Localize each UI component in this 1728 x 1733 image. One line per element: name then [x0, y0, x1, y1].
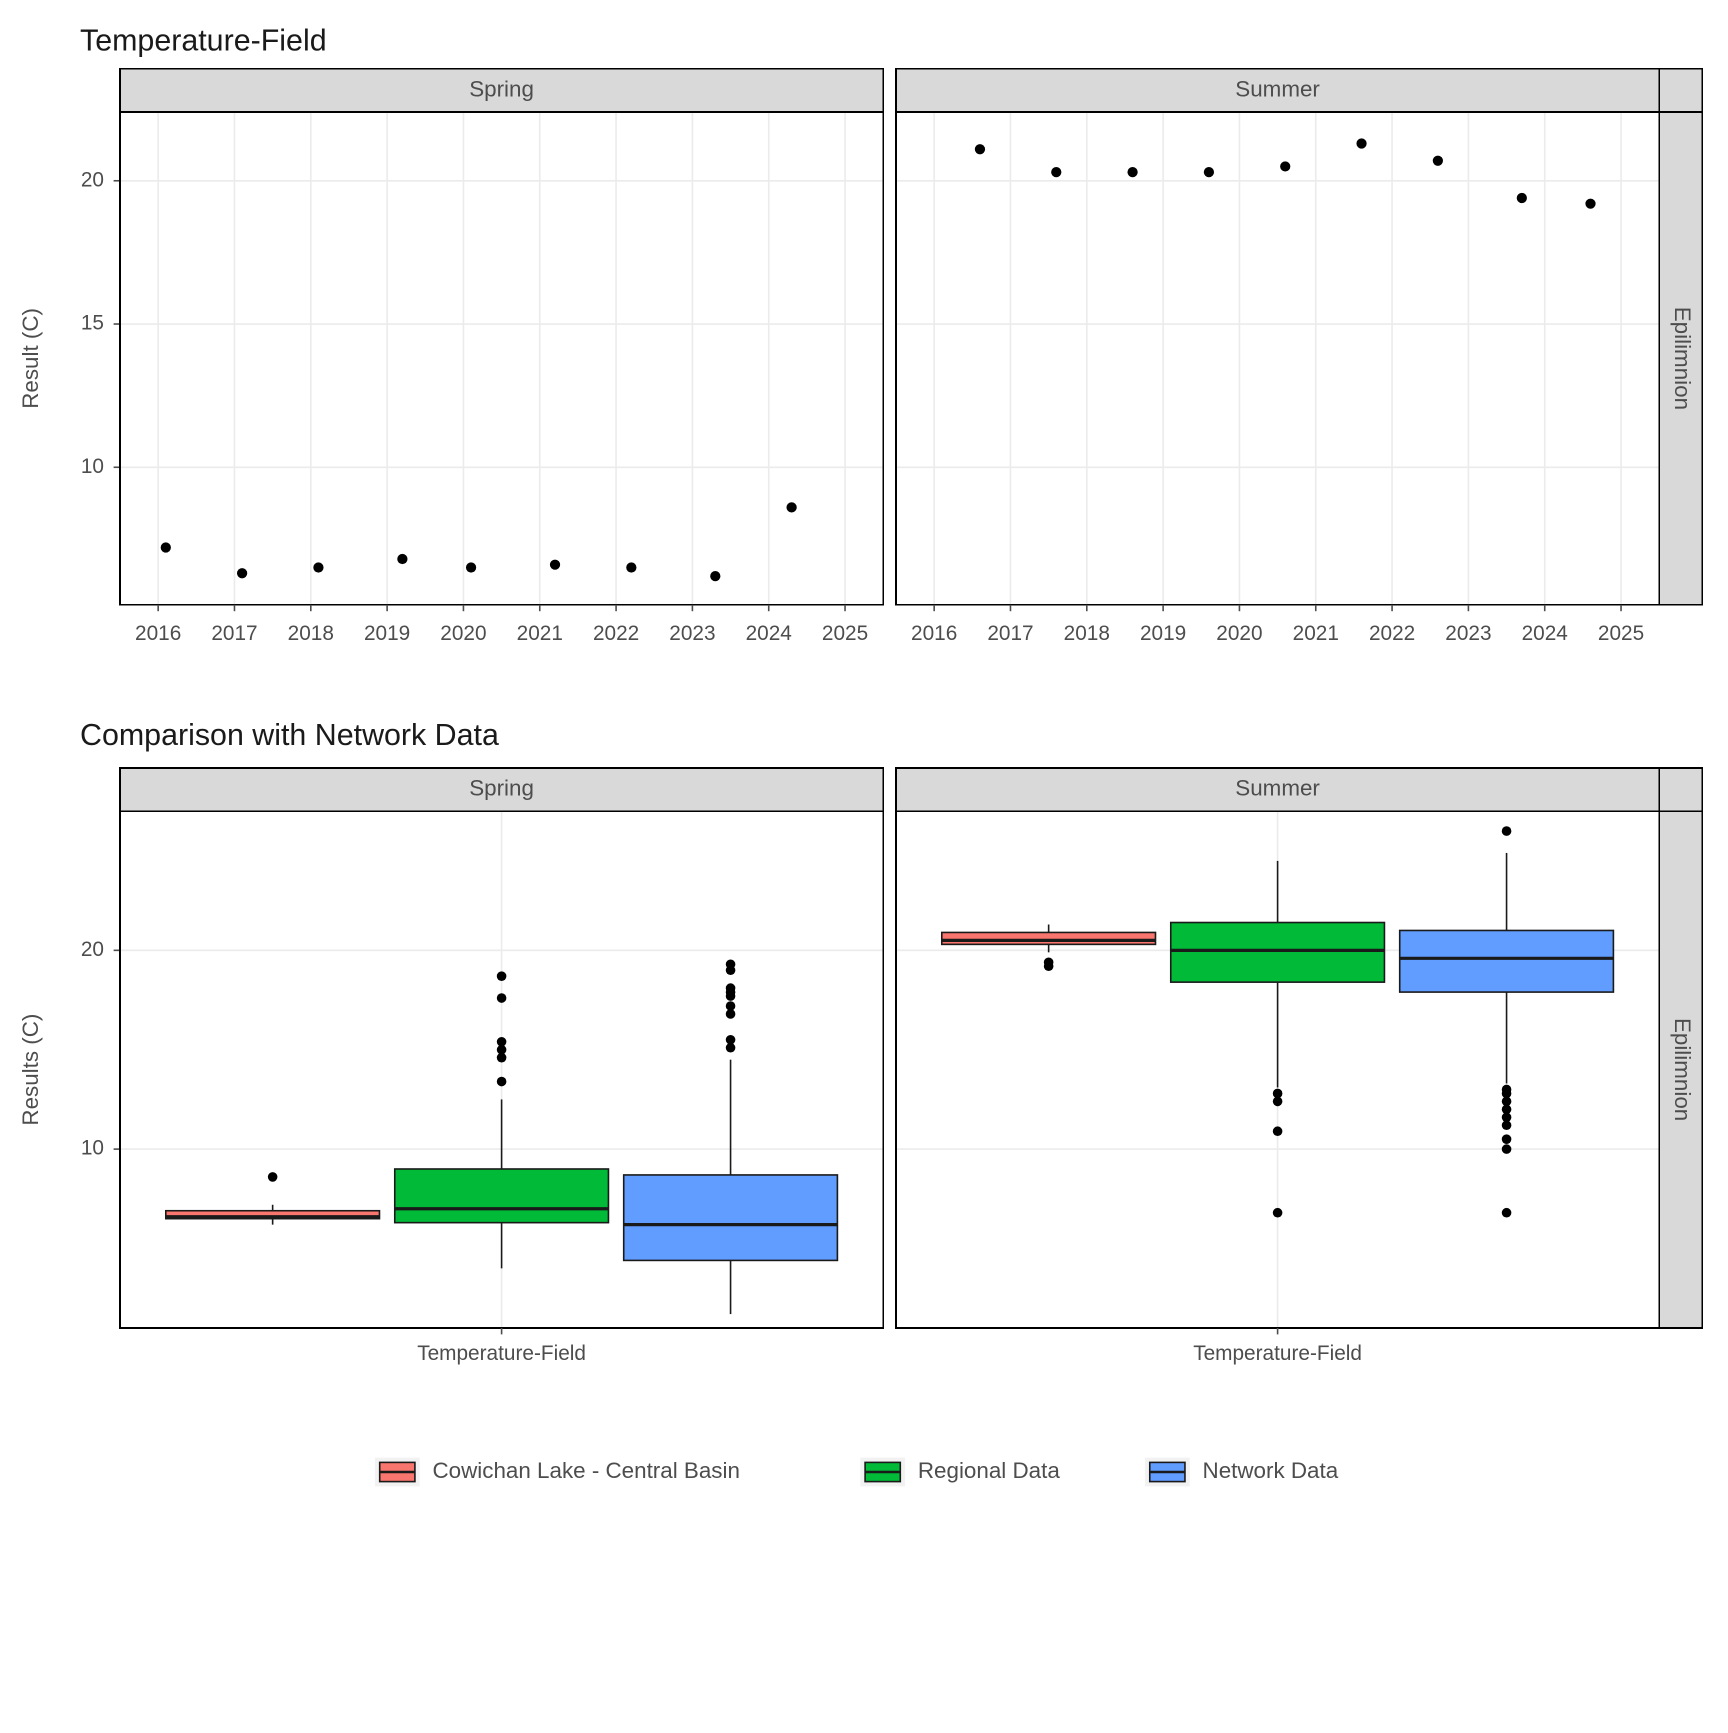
- scatter-point: [1433, 156, 1443, 166]
- bottom-y-tick-label: 20: [81, 938, 104, 961]
- scatter-point: [550, 560, 560, 570]
- box-outlier: [726, 1001, 736, 1011]
- top-y-tick-label: 15: [81, 312, 104, 335]
- scaled-root: Temperature-Field Result (C) 10 15 20 Spring 2…: [0, 0, 1728, 1728]
- box-outlier: [1502, 1208, 1512, 1218]
- scatter-point: [1204, 167, 1214, 177]
- top-y-tick-label: 10: [81, 455, 104, 478]
- top-x-tick-label: 2025: [1598, 622, 1644, 645]
- top-x-tick-label: 2021: [1293, 622, 1339, 645]
- top-x-tick-label: 2019: [1140, 622, 1186, 645]
- facet-strip-right-label: Epilimnion: [1670, 1018, 1695, 1121]
- facet-strip-corner: [1659, 768, 1702, 811]
- top-chart-title: Temperature-Field: [80, 23, 327, 57]
- top-chart: Temperature-Field Result (C) 10 15 20 Spring 2…: [18, 23, 1702, 645]
- box-outlier: [1273, 1089, 1283, 1099]
- legend-label: Network Data: [1203, 1458, 1339, 1483]
- top-y-axis-label: Result (C): [18, 308, 43, 409]
- scatter-point: [1127, 167, 1137, 177]
- top-x-tick-label: 2018: [288, 622, 334, 645]
- top-x-tick-label: 2023: [1445, 622, 1491, 645]
- facet-strip-top-label: Spring: [469, 76, 534, 101]
- scatter-point: [1051, 167, 1061, 177]
- box-outlier: [497, 971, 507, 981]
- box-outlier: [1273, 1126, 1283, 1136]
- box-outlier: [726, 1035, 736, 1045]
- box-outlier: [726, 959, 736, 969]
- box-body: [942, 932, 1156, 944]
- scatter-point: [786, 502, 796, 512]
- box-outlier: [726, 983, 736, 993]
- facet-strip-top-label: Summer: [1235, 776, 1320, 801]
- box-outlier: [497, 1037, 507, 1047]
- box-body: [624, 1175, 838, 1260]
- top-y-tick-label: 20: [81, 168, 104, 191]
- box-outlier: [1502, 1134, 1512, 1144]
- top-x-tick-label: 2017: [987, 622, 1033, 645]
- bottom-y-axis-label: Results (C): [18, 1014, 43, 1126]
- bottom-y-tick-label: 10: [81, 1137, 104, 1160]
- top-x-tick-label: 2023: [669, 622, 715, 645]
- bottom-x-tick-label: Temperature-Field: [1193, 1342, 1362, 1365]
- scatter-point: [237, 568, 247, 578]
- box-outlier: [1502, 1144, 1512, 1154]
- top-x-tick-label: 2021: [517, 622, 563, 645]
- bottom-chart-title: Comparison with Network Data: [80, 718, 499, 752]
- top-x-tick-label: 2018: [1064, 622, 1110, 645]
- box-body: [395, 1169, 609, 1223]
- box-outlier: [1502, 826, 1512, 836]
- scatter-point: [1356, 138, 1366, 148]
- scatter-point: [313, 562, 323, 572]
- box-body: [1400, 930, 1614, 992]
- top-x-tick-label: 2025: [822, 622, 868, 645]
- legend-label: Cowichan Lake - Central Basin: [433, 1458, 740, 1483]
- box-outlier: [1502, 1085, 1512, 1095]
- bottom-x-tick-label: Temperature-Field: [417, 1342, 586, 1365]
- top-x-tick-label: 2024: [746, 622, 792, 645]
- box-body: [1171, 923, 1385, 983]
- legend-label: Regional Data: [918, 1458, 1060, 1483]
- scatter-point: [466, 562, 476, 572]
- box-outlier: [1273, 1208, 1283, 1218]
- scatter-point: [1280, 161, 1290, 171]
- box-outlier: [497, 1077, 507, 1087]
- top-x-tick-label: 2024: [1522, 622, 1568, 645]
- facet-strip-top-label: Summer: [1235, 76, 1320, 101]
- scatter-point: [626, 562, 636, 572]
- scatter-point: [975, 144, 985, 154]
- scatter-point: [1585, 199, 1595, 209]
- top-x-tick-label: 2019: [364, 622, 410, 645]
- box-outlier: [1044, 957, 1054, 967]
- top-x-tick-label: 2022: [593, 622, 639, 645]
- chart-root: Temperature-Field Result (C) 10 15 20 Spring 2…: [0, 0, 1728, 1728]
- scatter-point: [710, 571, 720, 581]
- scatter-point: [1517, 193, 1527, 203]
- top-x-tick-label: 2017: [211, 622, 257, 645]
- facet-strip-corner: [1659, 69, 1702, 112]
- facet-strip-right-label: Epilimnion: [1670, 307, 1695, 410]
- top-x-tick-label: 2016: [911, 622, 957, 645]
- bottom-chart: Comparison with Network Data Results (C) 1…: [18, 718, 1702, 1365]
- top-x-tick-label: 2022: [1369, 622, 1415, 645]
- top-x-tick-label: 2020: [1216, 622, 1262, 645]
- box-outlier: [497, 993, 507, 1003]
- top-x-tick-label: 2020: [440, 622, 486, 645]
- scatter-point: [161, 542, 171, 552]
- top-x-tick-label: 2016: [135, 622, 181, 645]
- scatter-point: [397, 554, 407, 564]
- box-outlier: [268, 1172, 278, 1182]
- facet-strip-top-label: Spring: [469, 776, 534, 801]
